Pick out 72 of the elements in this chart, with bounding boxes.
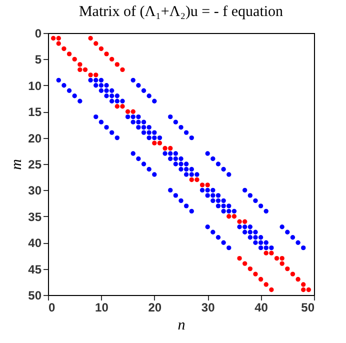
- point: [120, 104, 125, 109]
- y-tick-label: 5: [34, 52, 42, 67]
- point: [94, 72, 98, 78]
- point: [248, 266, 253, 272]
- point: [168, 146, 173, 151]
- point: [88, 36, 93, 41]
- point: [194, 177, 200, 182]
- y-axis-title: m: [9, 158, 26, 170]
- point: [94, 41, 98, 46]
- y-tick-label: 35: [28, 210, 42, 224]
- point: [62, 46, 66, 52]
- point: [232, 214, 237, 219]
- point: [56, 36, 61, 41]
- point: [237, 219, 242, 224]
- point: [253, 272, 258, 276]
- point: [296, 276, 300, 282]
- point: [72, 56, 77, 62]
- point: [66, 52, 72, 56]
- point: [269, 250, 274, 256]
- point: [114, 104, 120, 109]
- point: [104, 52, 109, 56]
- point: [285, 266, 290, 272]
- point: [306, 287, 312, 292]
- point: [162, 146, 168, 151]
- y-tick-label: 10: [28, 78, 42, 93]
- y-tick-label: 45: [28, 262, 42, 276]
- x-tick-label: 30: [201, 300, 216, 314]
- point: [78, 67, 82, 72]
- x-tick-label: 40: [254, 300, 268, 314]
- point: [237, 256, 242, 261]
- y-tick-label: 40: [28, 236, 42, 250]
- point: [264, 282, 268, 287]
- point: [200, 182, 205, 188]
- y-tick-label: 0: [34, 26, 42, 40]
- x-tick-label: 20: [148, 300, 162, 314]
- point: [56, 41, 61, 46]
- y-tick-label: 50: [28, 288, 42, 302]
- point: [109, 56, 114, 62]
- x-tick-label: 50: [301, 300, 315, 314]
- point: [130, 109, 136, 114]
- y-tick-label: 25: [28, 158, 42, 172]
- y-tick-label: 15: [28, 105, 42, 120]
- point: [242, 219, 248, 224]
- x-axis-title: n: [178, 318, 186, 334]
- point: [88, 72, 93, 78]
- point: [82, 67, 88, 72]
- point: [114, 62, 120, 67]
- point: [189, 177, 194, 182]
- point: [157, 140, 162, 146]
- point: [205, 182, 210, 188]
- point: [125, 109, 130, 114]
- x-tick-label: 10: [95, 300, 109, 314]
- point: [301, 287, 306, 292]
- point: [280, 261, 284, 266]
- point: [152, 140, 157, 146]
- point: [269, 287, 274, 292]
- point: [120, 67, 125, 72]
- point: [50, 36, 56, 41]
- point: [280, 256, 284, 261]
- point: [242, 261, 248, 266]
- x-tick-label: 0: [48, 300, 56, 314]
- point: [78, 62, 82, 67]
- point: [301, 282, 306, 287]
- point: [274, 256, 280, 261]
- point: [258, 276, 264, 282]
- point: [290, 272, 296, 276]
- point: [264, 250, 268, 256]
- y-tick-label: 30: [28, 184, 42, 198]
- point: [226, 214, 232, 219]
- point: [98, 46, 104, 52]
- chart-title: Matrix of (Λ₁+Λ₂)u = - f equation: [78, 4, 284, 20]
- y-tick-label: 20: [28, 131, 42, 146]
